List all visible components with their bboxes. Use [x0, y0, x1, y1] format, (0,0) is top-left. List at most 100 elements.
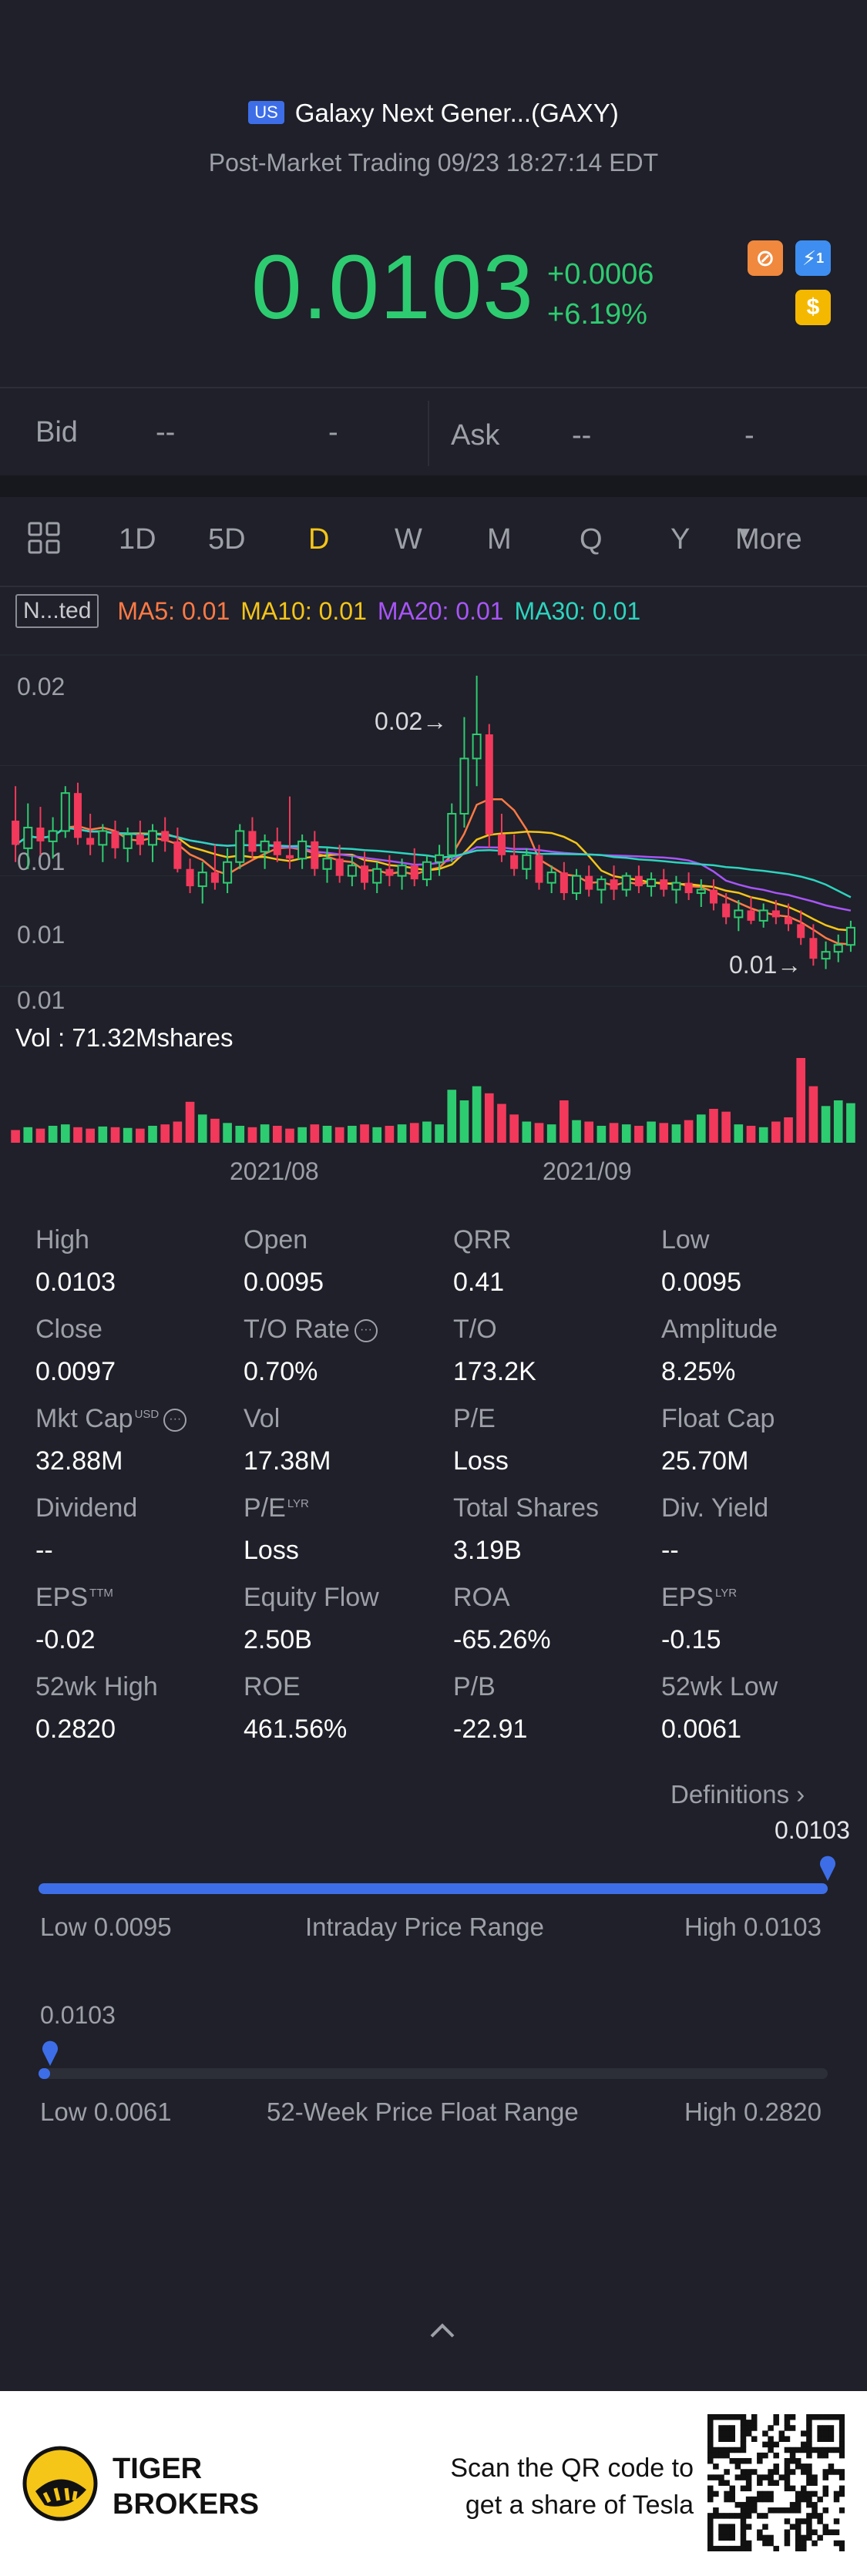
dollar-icon[interactable]: $ [795, 290, 831, 325]
trading-status: Post-Market Trading 09/23 18:27:14 EDT [208, 149, 659, 176]
tab-1d[interactable]: 1D [119, 523, 156, 556]
candle [248, 817, 257, 859]
candle [186, 858, 194, 894]
candle [285, 796, 294, 869]
candle [36, 807, 45, 855]
tab-d[interactable]: D [308, 523, 330, 556]
qr-code[interactable] [707, 2414, 845, 2551]
candle [572, 868, 582, 901]
stat-label: Open [244, 1225, 308, 1254]
stat-label: Amplitude [661, 1315, 778, 1344]
candle [771, 900, 780, 925]
definitions-link[interactable]: Definitions › [670, 1780, 805, 1809]
chart-grid-icon[interactable] [26, 520, 63, 565]
intraday-range-track [39, 1883, 828, 1894]
stat-item: T/O Rate ··· 0.70% [244, 1315, 378, 1387]
stat-label: Div. Yield [661, 1493, 769, 1523]
promo-line-1: Scan the QR code to [450, 2453, 694, 2483]
volume-bar [447, 1090, 457, 1143]
candle [522, 848, 532, 880]
candle [210, 845, 219, 890]
candle [23, 803, 33, 869]
volume-bar [509, 1114, 519, 1143]
volume-bar [634, 1126, 644, 1143]
volume-bar [334, 1127, 344, 1143]
candle [647, 872, 657, 897]
stat-value: 0.0061 [661, 1715, 741, 1744]
tab-q[interactable]: Q [580, 523, 603, 556]
ma10-label: MA10: 0.01 [240, 596, 367, 625]
tab-w[interactable]: W [395, 523, 422, 556]
stat-item: 52wk Low 0.0061 [661, 1672, 778, 1745]
candle [621, 872, 631, 897]
volume-bar [223, 1123, 232, 1143]
stat-value: 0.2820 [35, 1715, 116, 1744]
stat-item: P/E Loss [453, 1404, 509, 1476]
volume-bar [560, 1100, 569, 1143]
bid-size: - [328, 416, 338, 448]
stat-label: QRR [453, 1225, 512, 1254]
promo-text: Scan the QR code to get a share of Tesla [432, 2450, 694, 2524]
volume-bar [360, 1124, 369, 1143]
bid-label: Bid [35, 416, 78, 448]
stat-value: Loss [453, 1446, 509, 1476]
candlestick-chart[interactable] [0, 647, 867, 1002]
intraday-marker-value: 0.0103 [775, 1816, 850, 1844]
candle [722, 893, 731, 925]
tab-m[interactable]: M [487, 523, 512, 556]
x-tick-label: 2021/09 [543, 1157, 632, 1185]
ask-price: -- [572, 419, 592, 452]
more-label: More [735, 523, 802, 556]
info-icon[interactable]: ··· [354, 1319, 378, 1343]
volume-bar [609, 1123, 619, 1143]
candle [311, 831, 319, 876]
volume-bar [647, 1121, 656, 1143]
stat-item: Float Cap 25.70M [661, 1404, 775, 1476]
volume-bar [734, 1124, 744, 1143]
stock-title: US Galaxy Next Gener...(GAXY) [0, 99, 867, 128]
y-tick-label: 0.02 [17, 673, 66, 700]
stat-item: ROA -65.26% [453, 1583, 551, 1655]
candle [497, 814, 506, 862]
tab-5d[interactable]: 5D [208, 523, 246, 556]
stat-label: Close [35, 1315, 102, 1344]
chevron-up-icon[interactable] [428, 2321, 456, 2343]
stat-item: Amplitude 8.25% [661, 1315, 778, 1387]
intraday-low: Low 0.0095 [40, 1913, 172, 1941]
stat-label: 52wk High [35, 1672, 158, 1701]
volume-bar [721, 1111, 731, 1143]
caret-down-icon: ▼ [735, 523, 754, 544]
volume-bar [11, 1130, 20, 1143]
promo-line-2: get a share of Tesla [465, 2490, 694, 2520]
indicator-selector[interactable]: N...ted [15, 594, 99, 628]
brand-name: TIGER BROKERS [113, 2451, 259, 2522]
candle [410, 848, 418, 887]
stat-superscript: LYR [287, 1496, 309, 1510]
bid-ask-divider [428, 401, 429, 466]
brand-line-2: BROKERS [113, 2488, 260, 2521]
info-icon[interactable]: ··· [163, 1409, 187, 1432]
no-entry-icon[interactable]: ⊘ [748, 240, 783, 276]
lightning-icon[interactable]: ⚡ 1 [795, 240, 831, 276]
x-tick-label: 2021/08 [230, 1157, 319, 1185]
candle [73, 782, 82, 845]
volume-bar [310, 1124, 320, 1143]
stat-value: 461.56% [244, 1715, 348, 1744]
volume-bar [534, 1123, 544, 1143]
section-gap [0, 475, 867, 497]
tab-y[interactable]: Y [670, 523, 691, 556]
stat-item: P/E LYR Loss [244, 1493, 309, 1566]
stat-label: Equity Flow [244, 1583, 379, 1612]
stat-value: 17.38M [244, 1446, 331, 1476]
ma30-label: MA30: 0.01 [514, 596, 641, 625]
tiger-logo-icon [22, 2445, 99, 2526]
stat-label: T/O [453, 1315, 497, 1344]
volume-bar [546, 1124, 556, 1143]
candle [372, 861, 382, 894]
volume-bar [210, 1118, 220, 1143]
stat-label: 52wk Low [661, 1672, 778, 1701]
volume-bar [621, 1124, 631, 1143]
volume-bar [173, 1121, 183, 1143]
intraday-high: High 0.0103 [684, 1913, 822, 1941]
volume-chart[interactable] [0, 1056, 867, 1144]
